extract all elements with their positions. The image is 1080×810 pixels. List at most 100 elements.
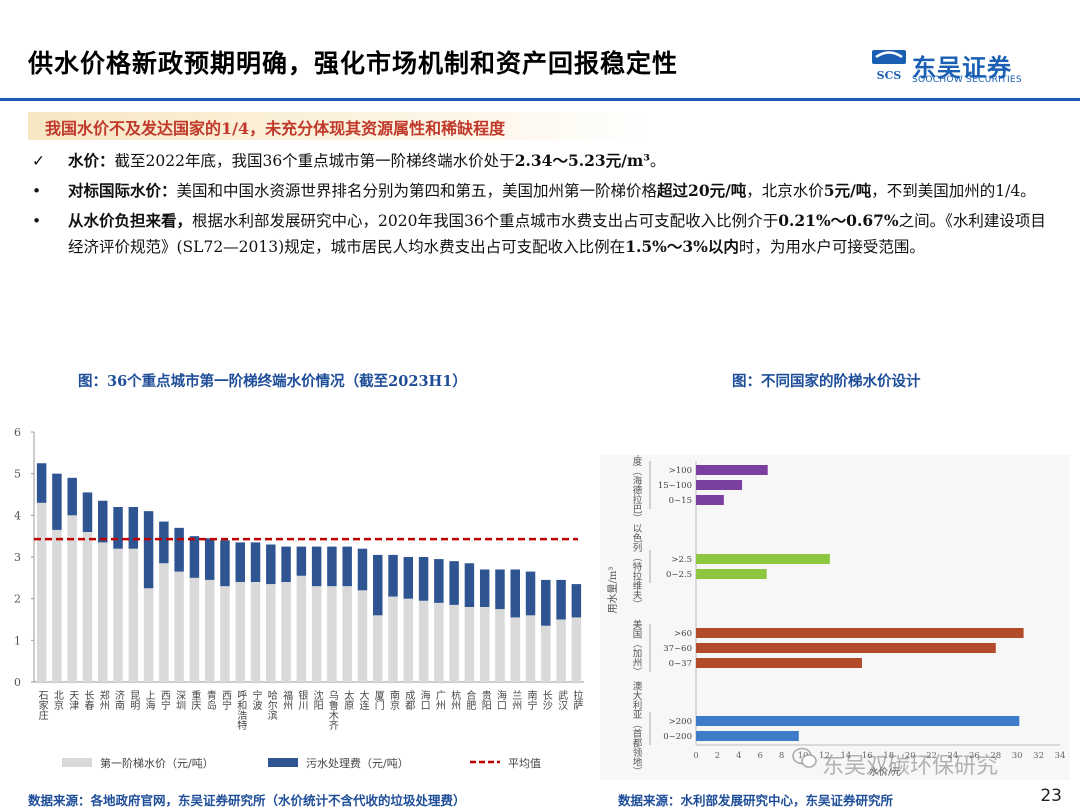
bullet-lead: 水价： xyxy=(68,151,115,170)
bullet-dot-icon: • xyxy=(32,212,42,230)
x-tick-label: 深圳 xyxy=(174,690,186,710)
x-tick-label: 30 xyxy=(1012,751,1023,761)
bar-base-price xyxy=(449,604,459,682)
bullet-highlight: 5元/吨 xyxy=(823,181,872,200)
bar-sewage-fee xyxy=(311,546,322,587)
x-tick-label: 6 xyxy=(758,751,763,761)
legend-label: 平均值 xyxy=(508,757,541,770)
bar-sewage-fee xyxy=(342,546,352,587)
x-tick-label: 大连 xyxy=(357,689,369,711)
bar-sewage-fee xyxy=(296,546,307,576)
x-tick-label: 贵阳 xyxy=(479,689,491,710)
bar-base-price xyxy=(189,577,200,682)
left-source: 数据来源：各地政府官网，东吴证券研究所（水价统计不含代收的垃圾处理费） xyxy=(28,793,466,808)
bullet-list: ✓ 水价：截至2022年底，我国36个重点城市第一阶梯终端水价处于2.34～5.… xyxy=(28,148,1058,264)
bar-base-price xyxy=(418,600,429,682)
x-tick-label: 合肥 xyxy=(464,689,476,711)
x-tick-label: 海口 xyxy=(494,689,506,710)
bar-sewage-fee xyxy=(159,521,169,564)
x-tick-label: 长春 xyxy=(82,690,94,711)
bar-base-price xyxy=(541,625,551,682)
logo-chinese-name: 东吴证券 xyxy=(912,54,1012,82)
x-tick-label: 海口 xyxy=(418,689,430,710)
x-axis-label: 水价/元 xyxy=(869,766,901,778)
bar-sewage-fee xyxy=(52,473,62,530)
x-tick-label: 郑州 xyxy=(97,689,109,710)
legend-label: 污水处理费（元/吨） xyxy=(306,757,409,770)
tier-label: 37~60 xyxy=(663,644,692,654)
tier-label: 0~200 xyxy=(663,732,692,742)
bar-base-price xyxy=(434,602,444,682)
x-tick-label: 兰州 xyxy=(510,689,522,710)
y-tick-label: 0 xyxy=(14,676,21,689)
bullet-item: • 对标国际水价：美国和中国水资源世界排名分别为第四和第五，美国加州第一阶梯价格… xyxy=(28,178,1058,204)
bullet-item: • 从水价负担来看，根据水利部发展研究中心，2020年我国36个重点城市水费支出… xyxy=(28,208,1058,260)
tier-label: >60 xyxy=(674,629,692,639)
x-tick-label: 10 xyxy=(798,751,809,761)
bar-base-price xyxy=(556,619,566,682)
company-logo: SCS 东吴证券 SOOCHOW SECURITIES xyxy=(872,48,1032,88)
wechat-icon xyxy=(792,747,817,768)
bar-sewage-fee xyxy=(327,546,337,587)
x-tick-label: 沈阳 xyxy=(311,689,323,710)
x-tick-label: 西宁 xyxy=(219,690,231,710)
y-tick-label: 5 xyxy=(14,468,21,481)
x-tick-label: 西宁 xyxy=(158,690,170,710)
bar-sewage-fee xyxy=(204,538,215,580)
x-tick-label: 北京 xyxy=(51,690,63,711)
bar-base-price xyxy=(204,579,215,682)
bar-sewage-fee xyxy=(495,569,505,610)
bar-sewage-fee xyxy=(220,540,230,587)
x-tick-label: 26 xyxy=(969,751,980,761)
tier-bar xyxy=(696,569,767,579)
x-tick-label: 4 xyxy=(736,751,741,761)
bar-base-price xyxy=(67,515,77,682)
bar-base-price xyxy=(373,615,383,682)
y-tick-label: 2 xyxy=(14,593,21,606)
bar-sewage-fee xyxy=(449,561,459,605)
bar-base-price xyxy=(479,607,490,682)
x-tick-label: 昆明 xyxy=(128,690,140,711)
tier-bar xyxy=(696,480,743,490)
x-tick-label: 重庆 xyxy=(189,689,201,711)
tiered-pricing-chart: 0 2 4 6 8 10 12 14 16 18 20 22 24 26 28 30 32 34水价/元用水量/m… xyxy=(600,455,1070,780)
bar-sewage-fee xyxy=(556,579,566,620)
bar-base-price xyxy=(82,532,93,682)
left-chart-caption: 图：36个重点城市第一阶梯终端水价情况（截至2023H1） xyxy=(78,373,467,390)
bar-sewage-fee xyxy=(357,548,368,591)
bar-sewage-fee xyxy=(388,554,398,597)
bullet-text: 美国和中国水资源世界排名分别为第四和第五，美国加州第一阶梯价格 xyxy=(176,182,658,200)
x-tick-label: 拉萨 xyxy=(571,689,583,711)
x-tick-label: 18 xyxy=(883,751,894,761)
watermark: 东吴双碳环保研究 xyxy=(822,754,999,779)
bar-base-price xyxy=(250,582,261,682)
x-tick-label: 济南 xyxy=(113,689,125,710)
bar-base-price xyxy=(281,582,291,682)
tier-label: 0~15 xyxy=(669,496,692,506)
bar-base-price xyxy=(296,575,307,682)
bullet-item: ✓ 水价：截至2022年底，我国36个重点城市第一阶梯终端水价处于2.34～5.… xyxy=(28,148,1058,174)
bar-base-price xyxy=(388,596,398,682)
x-tick-label: 24 xyxy=(948,751,959,761)
bullet-text: 截至2022年底，我国36个重点城市第一阶梯终端水价处于 xyxy=(114,152,515,170)
bar-base-price xyxy=(52,529,62,682)
bullet-dot-icon: • xyxy=(32,182,42,200)
check-icon: ✓ xyxy=(32,152,45,170)
header-divider xyxy=(0,98,1080,101)
bar-sewage-fee xyxy=(541,579,551,626)
bar-base-price xyxy=(510,617,520,682)
bar-sewage-fee xyxy=(464,563,475,607)
bar-sewage-fee xyxy=(510,569,520,618)
bullet-text: 之间。《水利建设项目经济评价规范》(SL72—2013)规定，城市居民人均水费支… xyxy=(68,212,1046,256)
x-tick-label: 太原 xyxy=(342,689,354,710)
x-tick-label: 哈尔滨 xyxy=(265,689,277,721)
x-tick-label: 12 xyxy=(819,751,830,761)
bar-base-price xyxy=(113,548,123,682)
x-tick-label: 14 xyxy=(840,751,851,761)
x-tick-label: 28 xyxy=(990,751,1001,761)
bar-sewage-fee xyxy=(525,571,536,616)
tier-bar xyxy=(696,716,1020,726)
bar-sewage-fee xyxy=(250,542,261,582)
x-tick-label: 8 xyxy=(779,751,784,761)
